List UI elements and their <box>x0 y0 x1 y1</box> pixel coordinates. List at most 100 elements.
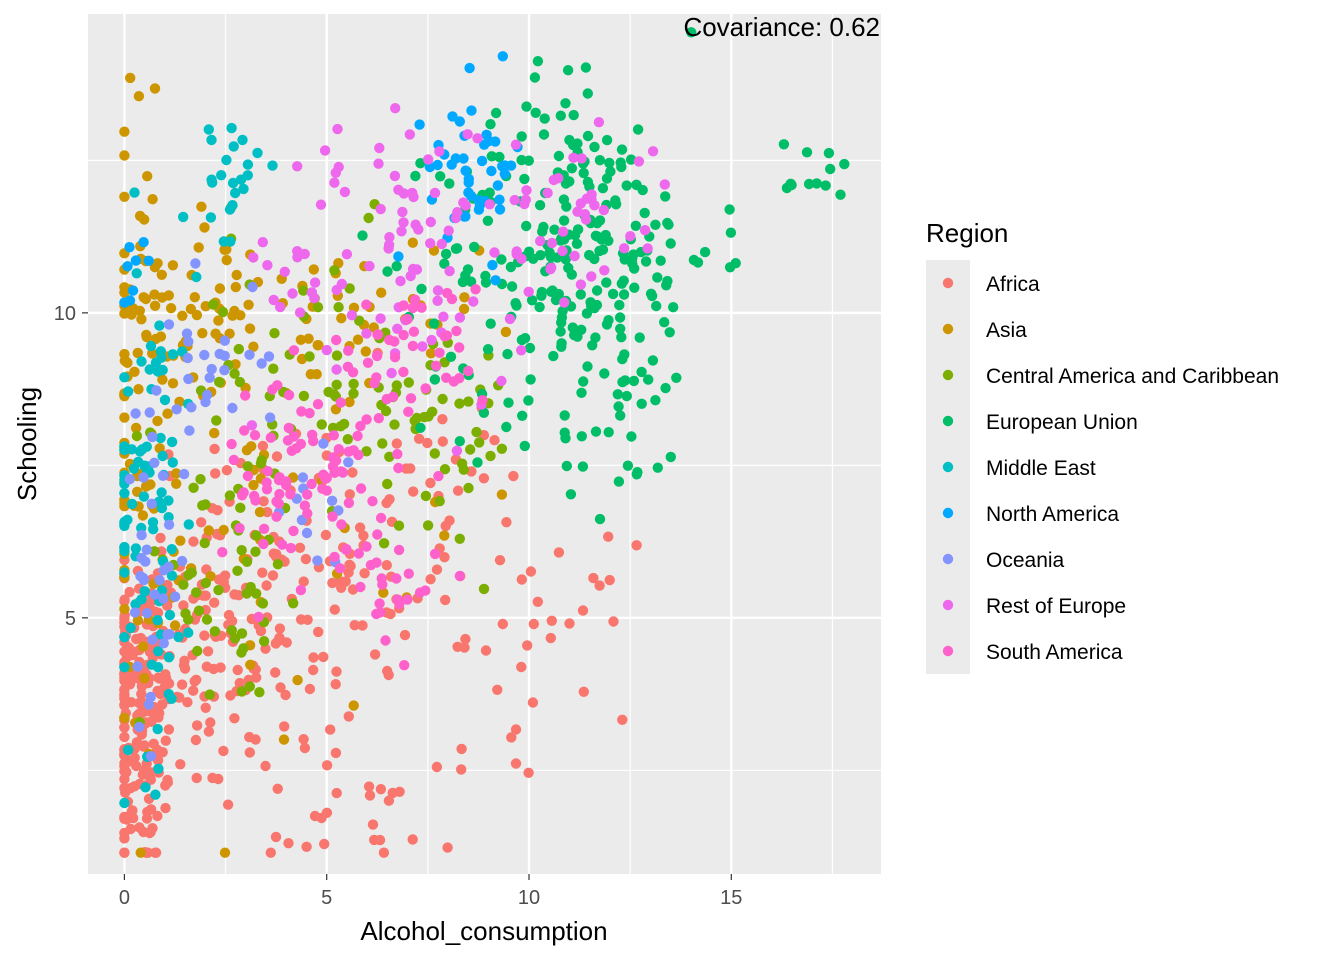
point-asia <box>171 468 182 479</box>
point-africa <box>155 688 166 700</box>
point-rest-of-europe <box>579 209 591 220</box>
point-middle-east <box>235 174 247 185</box>
point-european-union <box>587 340 598 351</box>
point-asia <box>119 348 130 360</box>
point-asia <box>152 415 163 427</box>
point-european-union <box>516 334 528 346</box>
x-tick-label: 15 <box>720 887 742 909</box>
point-european-union <box>616 332 627 343</box>
point-africa <box>489 435 500 446</box>
point-africa <box>497 618 508 630</box>
point-european-union <box>664 327 675 338</box>
point-south-america <box>262 466 273 477</box>
point-africa <box>154 708 165 719</box>
point-oceania <box>162 629 173 640</box>
point-central-america-and-caribbean <box>463 482 474 494</box>
point-central-america-and-caribbean <box>471 426 482 438</box>
point-south-america <box>253 611 264 623</box>
point-africa <box>492 684 503 695</box>
point-south-america <box>433 470 444 482</box>
point-rest-of-europe <box>262 260 273 271</box>
point-rest-of-europe <box>434 146 445 157</box>
point-south-america <box>283 389 295 401</box>
point-european-union <box>668 302 679 313</box>
point-north-america <box>119 297 130 308</box>
point-africa <box>506 732 517 743</box>
point-asia <box>147 194 158 205</box>
point-rest-of-europe <box>331 364 342 375</box>
point-rest-of-europe <box>246 420 258 431</box>
point-asia <box>407 237 418 248</box>
point-asia <box>163 290 174 301</box>
point-south-america <box>409 294 421 305</box>
point-middle-east <box>140 782 151 793</box>
point-central-america-and-caribbean <box>304 351 315 362</box>
point-rest-of-europe <box>294 307 306 318</box>
point-africa <box>119 722 130 733</box>
point-africa <box>182 697 193 708</box>
point-central-america-and-caribbean <box>329 265 340 276</box>
point-central-america-and-caribbean <box>208 299 219 310</box>
point-rest-of-europe <box>395 275 406 287</box>
y-tick-label: 5 <box>65 608 76 630</box>
point-north-america <box>446 159 457 170</box>
point-africa <box>127 805 138 816</box>
point-rest-of-europe <box>546 237 558 249</box>
point-central-america-and-caribbean <box>331 379 342 390</box>
point-middle-east <box>119 488 130 499</box>
point-asia <box>119 150 130 161</box>
point-south-america <box>335 466 347 477</box>
point-middle-east <box>137 444 148 455</box>
covariance-annotation: Covariance: 0.62 <box>683 12 880 42</box>
point-european-union <box>472 457 483 468</box>
point-rest-of-europe <box>647 146 659 157</box>
point-european-union <box>699 246 711 258</box>
point-oceania <box>199 349 210 361</box>
point-european-union <box>490 107 502 119</box>
point-rest-of-europe <box>319 145 331 156</box>
point-rest-of-europe <box>598 204 609 216</box>
point-european-union <box>613 476 625 487</box>
point-south-america <box>407 302 419 314</box>
point-africa <box>191 720 203 731</box>
point-asia <box>254 506 266 518</box>
point-european-union <box>625 154 637 165</box>
point-africa <box>210 468 221 479</box>
point-rest-of-europe <box>390 103 401 114</box>
point-oceania <box>158 565 169 576</box>
point-asia <box>155 331 167 342</box>
point-south-america <box>407 340 419 352</box>
point-asia <box>248 341 259 352</box>
point-rest-of-europe <box>484 199 495 210</box>
point-central-america-and-caribbean <box>192 645 203 657</box>
point-south-america <box>249 430 261 441</box>
point-rest-of-europe <box>489 247 500 258</box>
point-european-union <box>575 289 586 300</box>
point-central-america-and-caribbean <box>241 588 252 599</box>
point-middle-east <box>131 268 142 279</box>
point-central-america-and-caribbean <box>361 446 372 457</box>
point-rest-of-europe <box>341 249 353 260</box>
point-africa <box>319 838 330 850</box>
point-middle-east <box>252 147 263 159</box>
point-oceania <box>144 407 155 418</box>
point-european-union <box>601 277 612 288</box>
point-european-union <box>501 421 512 433</box>
point-rest-of-europe <box>375 313 386 324</box>
point-africa <box>349 620 360 631</box>
point-european-union <box>534 200 546 211</box>
point-european-union <box>594 215 606 226</box>
legend-label-rest-of-europe: Rest of Europe <box>986 595 1126 618</box>
point-asia <box>246 441 257 452</box>
point-africa <box>594 580 605 591</box>
point-south-america <box>434 347 445 358</box>
point-middle-east <box>130 543 142 554</box>
point-middle-east <box>224 204 236 215</box>
point-south-america <box>352 430 363 442</box>
point-south-america <box>374 607 386 618</box>
point-european-union <box>382 266 393 277</box>
point-european-union <box>594 155 606 166</box>
point-rest-of-europe <box>569 250 580 262</box>
point-south-america <box>441 330 453 341</box>
